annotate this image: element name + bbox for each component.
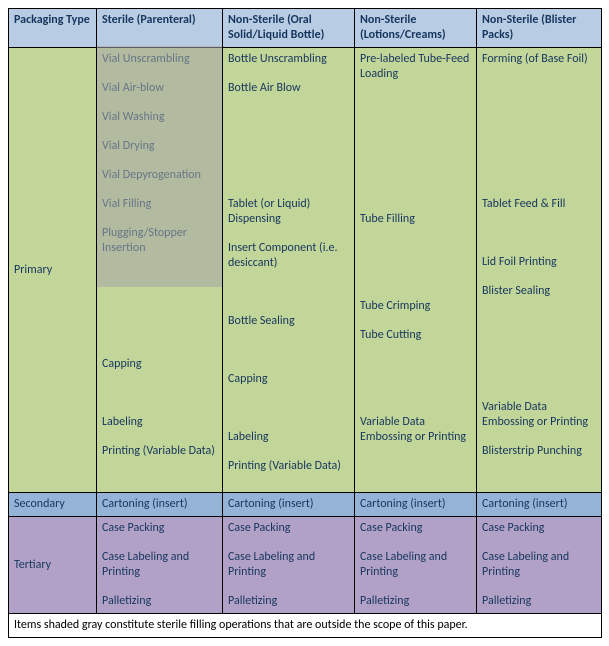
process-step [360,270,471,285]
process-step [360,154,471,169]
process-step [360,357,471,372]
col-header-4: Non-Sterile (Blister Packs) [477,9,602,48]
process-step [228,401,349,416]
col-header-1: Sterile (Parenteral) [97,9,223,48]
col-header-3: Non-Sterile (Lotions/Creams) [355,9,477,48]
process-step [482,81,596,96]
table-cell: Bottle Unscrambling Bottle Air Blow Table… [223,48,355,493]
process-step: Bottle Unscrambling [228,52,349,67]
process-step [360,241,471,256]
row-label: Primary [9,48,97,493]
process-step: Insert Component (i.e. desiccant) [228,241,349,271]
process-step [102,386,217,401]
process-step: Capping [102,357,217,372]
process-step [482,139,596,154]
process-step: Variable Data Embossing or Printing [360,415,471,445]
table-cell: Cartoning (insert) [477,493,602,517]
process-step: Case Labeling and Printing [228,550,349,580]
process-step: Case Labeling and Printing [102,550,217,580]
process-step: Printing (Variable Data) [228,459,349,474]
process-step: Bottle Sealing [228,314,349,329]
process-step: Cartoning (insert) [102,497,217,512]
process-step: Case Packing [102,521,217,536]
process-step: Tube Cutting [360,328,471,343]
process-step: Variable Data Embossing or Printing [482,400,596,430]
process-step: Case Packing [228,521,349,536]
process-step [102,270,217,285]
process-step: Tube Filling [360,212,471,227]
process-step: Bottle Air Blow [228,81,349,96]
table-cell: Cartoning (insert) [355,493,477,517]
table-cell: Case PackingCase Labeling and PrintingPa… [477,517,602,614]
process-step: Case Labeling and Printing [482,550,596,580]
table-cell: Case PackingCase Labeling and PrintingPa… [223,517,355,614]
process-step: Forming (of Base Foil) [482,52,596,67]
table-cell: Forming (of Base Foil) Tablet Feed & Fil… [477,48,602,493]
process-step [228,168,349,183]
table-cell: Cartoning (insert) [97,493,223,517]
process-step: Vial Drying [102,139,217,154]
process-step: Case Packing [482,521,596,536]
process-step: Tablet (or Liquid) Dispensing [228,197,349,227]
packaging-table: Packaging Type Sterile (Parenteral) Non-… [8,8,602,638]
process-step [360,386,471,401]
process-step: Cartoning (insert) [482,497,596,512]
process-step [360,459,471,474]
process-step: Capping [228,372,349,387]
process-step: Blister Sealing [482,284,596,299]
table-cell: Pre-labeled Tube-Feed Loading Tube Filli… [355,48,477,493]
process-step [482,226,596,241]
col-header-2: Non-Sterile (Oral Solid/Liquid Bottle) [223,9,355,48]
process-step: Vial Washing [102,110,217,125]
process-step [102,328,217,343]
process-step [482,313,596,328]
footnote-row: Items shaded gray constitute sterile fil… [9,614,602,638]
process-step [360,183,471,198]
table-cell: Case PackingCase Labeling and PrintingPa… [97,517,223,614]
header-row: Packaging Type Sterile (Parenteral) Non-… [9,9,602,48]
table-cell: Vial Unscrambling Vial Air-blow Vial Washi… [97,48,223,493]
process-step [360,125,471,140]
process-step: Blisterstrip Punching [482,444,596,459]
process-step: Case Labeling and Printing [360,550,471,580]
table-row: PrimaryVial UnscramblingVial Air-blowVia… [9,48,602,493]
process-step: Vial Filling [102,197,217,212]
process-step: Pre-labeled Tube-Feed Loading [360,52,471,82]
process-step [482,168,596,183]
row-label: Tertiary [9,517,97,614]
process-step: Vial Depyrogenation [102,168,217,183]
footnote: Items shaded gray constitute sterile fil… [9,614,602,638]
col-header-0: Packaging Type [9,9,97,48]
process-step: Labeling [102,415,217,430]
process-step: Labeling [228,430,349,445]
process-step [228,343,349,358]
process-step: Vial Air-blow [102,81,217,96]
table-cell: Cartoning (insert) [223,493,355,517]
process-step [102,299,217,314]
table-row: Secondary Cartoning (insert) Cartoning (in… [9,493,602,517]
process-step: Printing (Variable Data) [102,444,217,459]
process-step: Case Packing [360,521,471,536]
table-row: Tertiary Case Packing Case Labeling and Pr… [9,517,602,614]
process-step: Lid Foil Printing [482,255,596,270]
process-step [228,110,349,125]
process-step: Vial Unscrambling [102,52,217,67]
process-step: Cartoning (insert) [228,497,349,512]
process-step: Tube Crimping [360,299,471,314]
row-label: Secondary [9,493,97,517]
process-step [360,96,471,111]
process-step [482,371,596,386]
table-cell: Case PackingCase Labeling and PrintingPa… [355,517,477,614]
process-step: Tablet Feed & Fill [482,197,596,212]
process-step: Plugging/Stopper Insertion [102,226,217,256]
process-step [228,139,349,154]
process-step: Cartoning (insert) [360,497,471,512]
process-step [482,342,596,357]
process-step [482,110,596,125]
process-step [228,285,349,300]
